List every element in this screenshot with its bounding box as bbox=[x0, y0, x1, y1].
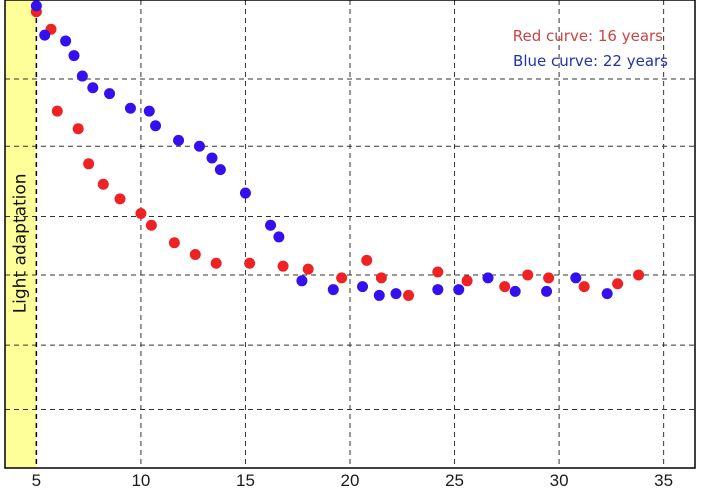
blue-data-point bbox=[30, 0, 42, 12]
blue-data-point bbox=[150, 120, 162, 132]
red-data-point bbox=[97, 178, 109, 190]
red-data-point bbox=[336, 272, 348, 284]
red-data-point bbox=[499, 281, 511, 293]
red-data-point bbox=[72, 123, 84, 135]
red-data-point bbox=[522, 269, 534, 281]
blue-data-point bbox=[104, 88, 116, 100]
blue-data-point bbox=[373, 289, 385, 301]
red-data-point bbox=[210, 257, 222, 269]
red-data-point bbox=[375, 272, 387, 284]
blue-data-point bbox=[482, 272, 494, 284]
red-data-point bbox=[83, 158, 95, 170]
legend-entry-blue: Blue curve: 22 years bbox=[513, 52, 668, 70]
blue-data-point bbox=[214, 164, 226, 176]
red-data-point bbox=[189, 248, 201, 260]
blue-data-point bbox=[143, 105, 155, 117]
red-data-point bbox=[114, 193, 126, 205]
legend: Red curve: 16 years Blue curve: 22 years bbox=[513, 27, 668, 70]
legend-entry-red: Red curve: 16 years bbox=[513, 27, 663, 45]
blue-data-point bbox=[541, 285, 553, 297]
blue-data-point bbox=[87, 82, 99, 94]
blue-data-point bbox=[239, 187, 251, 199]
red-data-point bbox=[51, 105, 63, 117]
red-data-point bbox=[135, 208, 147, 220]
red-data-point bbox=[633, 269, 645, 281]
x-tick-labels: 5 10 15 20 25 30 35 bbox=[32, 471, 673, 490]
x-tick-label: 15 bbox=[236, 471, 255, 490]
blue-data-point bbox=[124, 102, 136, 114]
red-data-point bbox=[578, 281, 590, 293]
blue-data-point bbox=[509, 285, 521, 297]
red-data-point bbox=[432, 266, 444, 278]
grid-layer bbox=[5, 0, 695, 468]
blue-data-point bbox=[453, 284, 465, 296]
blue-data-point bbox=[206, 152, 218, 164]
x-tick-label: 10 bbox=[131, 471, 150, 490]
blue-data-point bbox=[357, 281, 369, 293]
blue-data-point bbox=[68, 50, 80, 62]
red-data-point bbox=[612, 278, 624, 290]
blue-data-point bbox=[432, 284, 444, 296]
red-data-point bbox=[543, 272, 555, 284]
blue-data-point bbox=[273, 231, 285, 243]
blue-data-point bbox=[570, 272, 582, 284]
red-data-point bbox=[244, 257, 256, 269]
blue-data-point bbox=[601, 288, 613, 300]
blue-data-point bbox=[39, 29, 51, 41]
band-label: Light adaptation bbox=[11, 173, 31, 313]
blue-data-point bbox=[76, 70, 88, 82]
red-data-point bbox=[403, 289, 415, 301]
plot-frame bbox=[4, 0, 696, 469]
red-data-point bbox=[361, 254, 373, 266]
red-data-point bbox=[168, 237, 180, 249]
series-blue bbox=[30, 0, 613, 301]
blue-data-point bbox=[390, 288, 402, 300]
x-tick-label: 30 bbox=[550, 471, 569, 490]
blue-data-point bbox=[60, 35, 72, 47]
red-data-point bbox=[277, 260, 289, 272]
blue-data-point bbox=[193, 140, 205, 152]
x-tick-label: 25 bbox=[445, 471, 464, 490]
series-red bbox=[30, 6, 645, 301]
x-tick-label: 20 bbox=[341, 471, 360, 490]
blue-data-point bbox=[296, 275, 308, 287]
series-layer bbox=[30, 0, 645, 301]
red-data-point bbox=[302, 263, 314, 275]
x-tick-label: 35 bbox=[654, 471, 673, 490]
blue-data-point bbox=[173, 134, 185, 146]
light-adaptation-band bbox=[5, 0, 37, 468]
x-tick-label: 5 bbox=[32, 471, 41, 490]
red-data-point bbox=[461, 275, 473, 287]
blue-data-point bbox=[327, 284, 339, 296]
red-data-point bbox=[145, 219, 157, 231]
blue-data-point bbox=[265, 219, 277, 231]
